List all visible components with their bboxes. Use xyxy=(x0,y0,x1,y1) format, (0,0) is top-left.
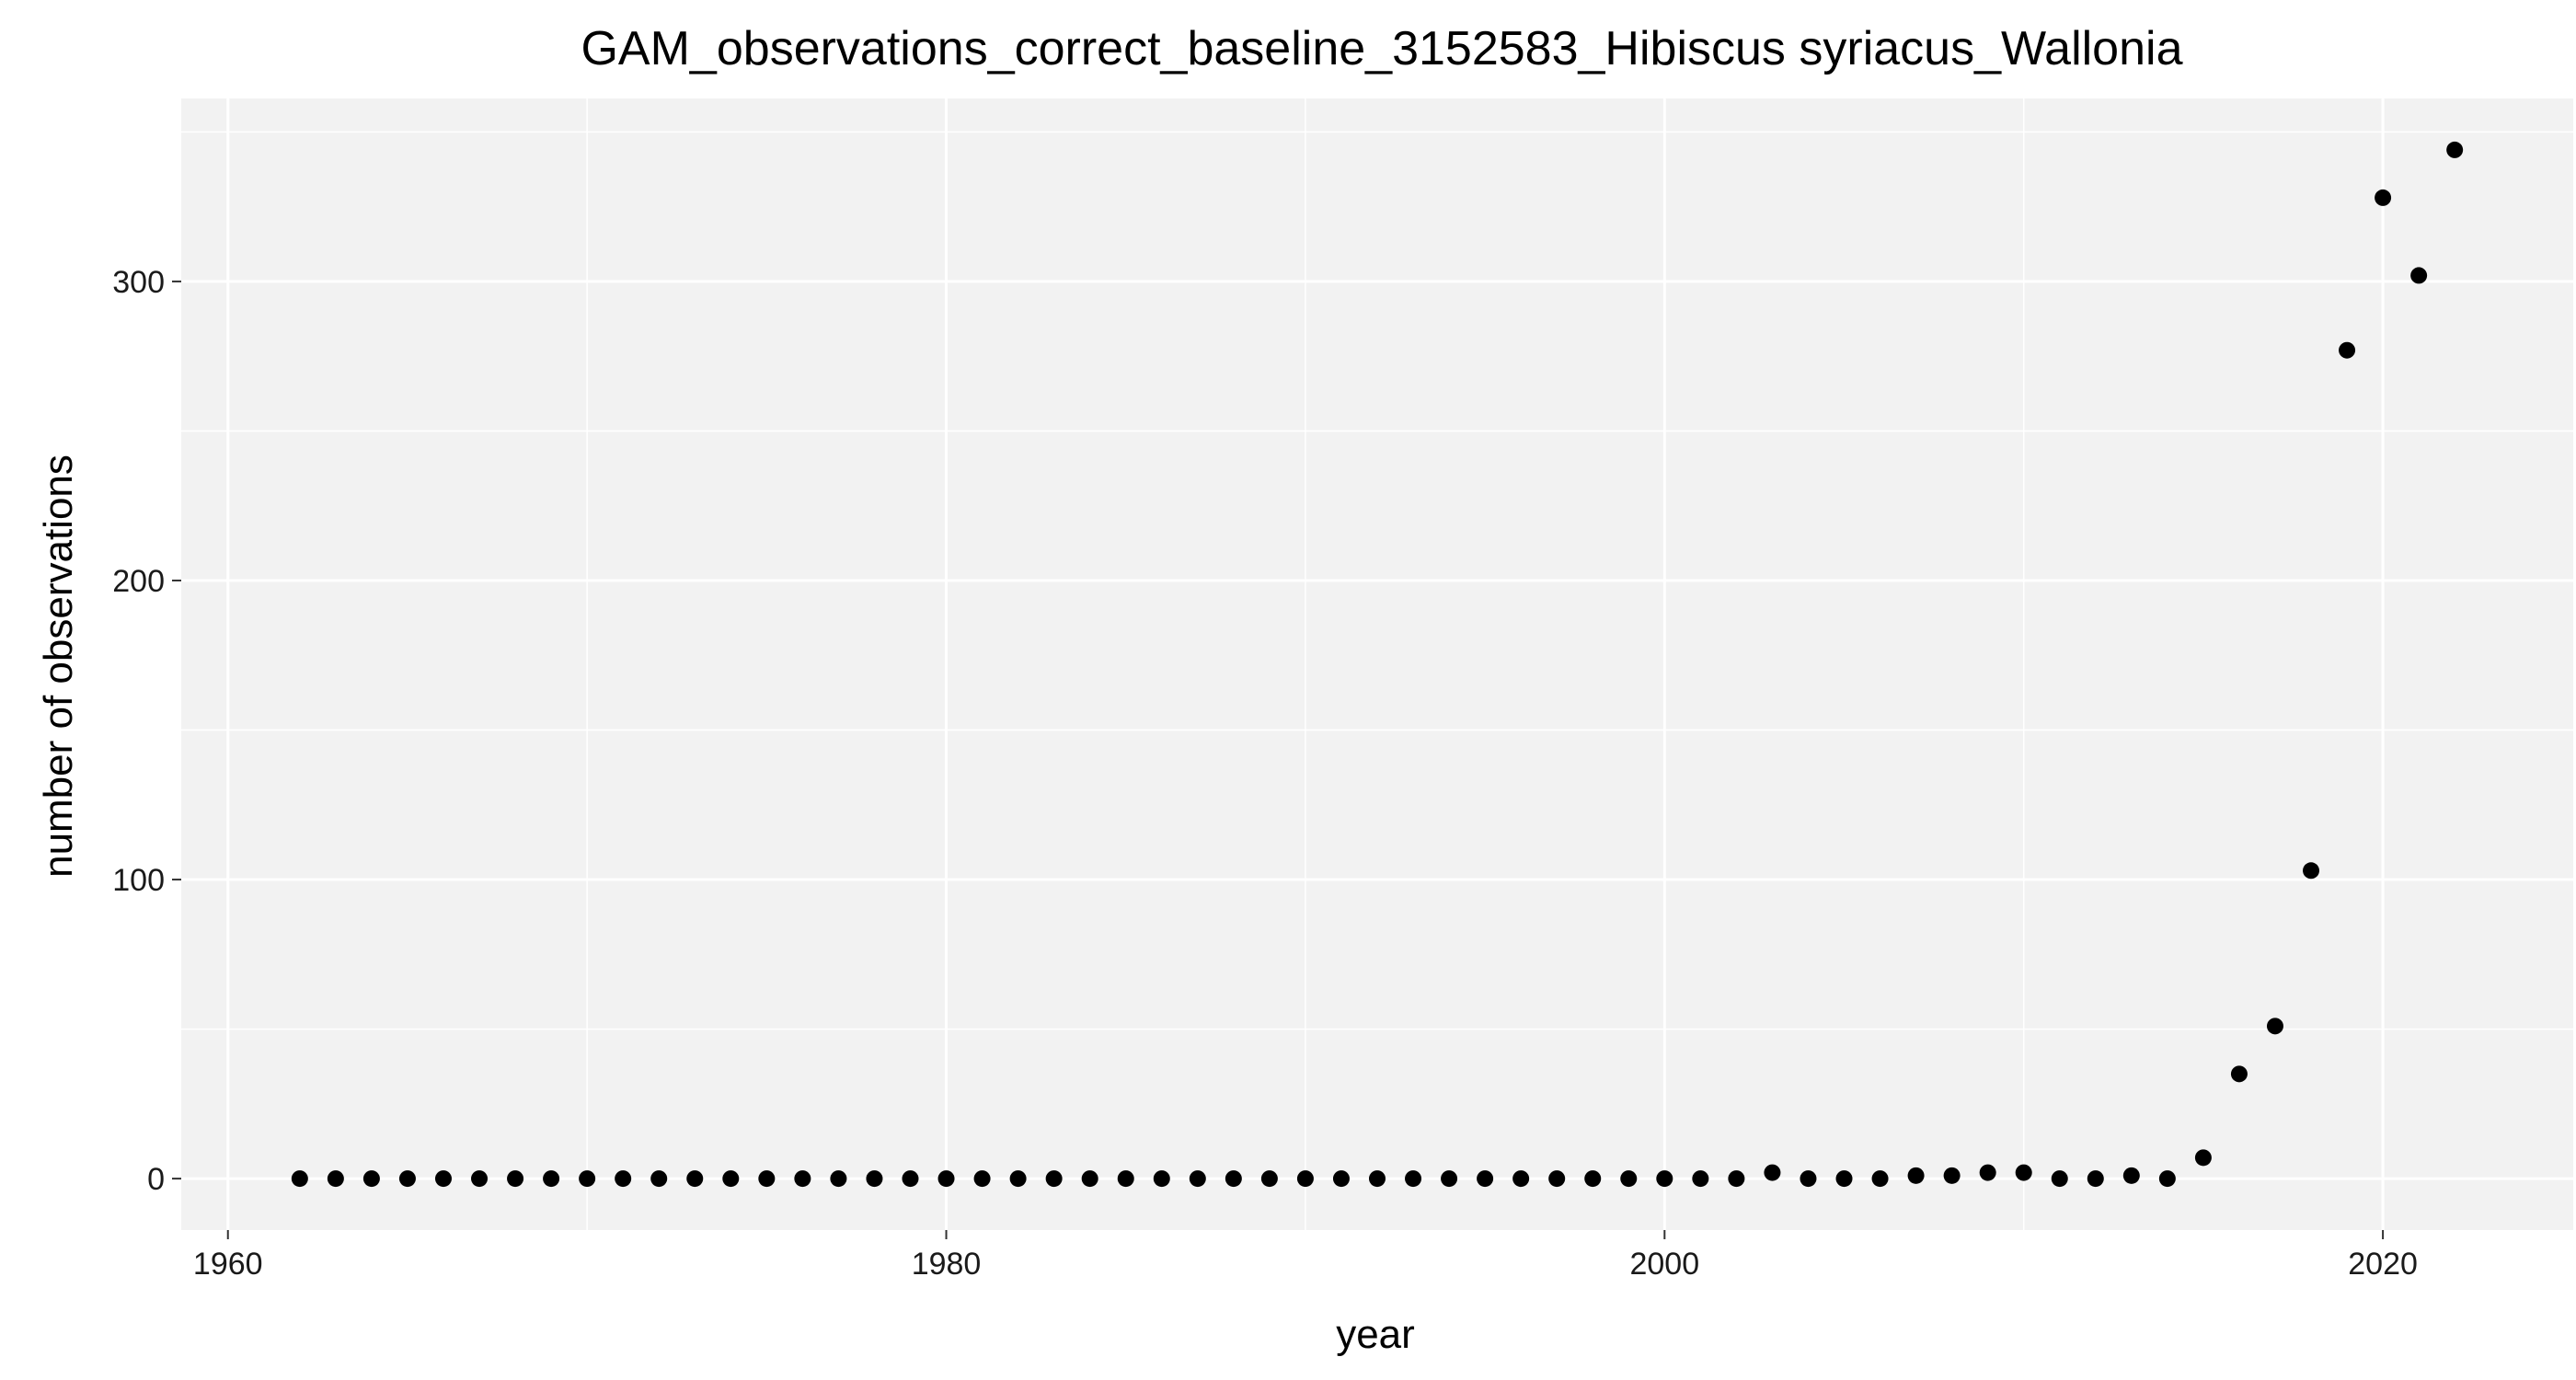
data-point xyxy=(1728,1170,1745,1188)
data-point xyxy=(291,1170,308,1188)
data-point xyxy=(758,1170,776,1188)
data-point xyxy=(2339,341,2356,359)
data-point xyxy=(1260,1170,1278,1188)
data-point xyxy=(902,1170,919,1188)
data-point xyxy=(543,1170,560,1188)
data-point xyxy=(1584,1170,1602,1188)
data-point xyxy=(1835,1170,1853,1188)
data-point xyxy=(1225,1170,1242,1188)
data-points xyxy=(291,141,2464,1188)
x-tick-label: 2020 xyxy=(2348,1247,2418,1282)
data-point xyxy=(2015,1164,2032,1181)
data-point xyxy=(1656,1170,1673,1188)
x-tick-label: 1980 xyxy=(912,1247,982,1282)
data-point xyxy=(1369,1170,1386,1188)
data-point xyxy=(1441,1170,1458,1188)
data-point xyxy=(1009,1170,1027,1188)
data-point xyxy=(507,1170,524,1188)
data-point xyxy=(1979,1164,1996,1181)
data-point xyxy=(1117,1170,1134,1188)
data-point xyxy=(1907,1167,1925,1184)
data-point xyxy=(937,1170,955,1188)
x-axis: 1960 1980 2000 2020 xyxy=(193,1230,2418,1282)
data-point xyxy=(398,1170,416,1188)
data-point xyxy=(2051,1170,2068,1188)
data-point xyxy=(2194,1149,2212,1167)
data-point xyxy=(2446,141,2464,158)
data-point xyxy=(2158,1170,2176,1188)
data-point xyxy=(2303,862,2320,880)
data-point xyxy=(2087,1170,2104,1188)
data-point xyxy=(830,1170,847,1188)
y-tick-label: 200 xyxy=(112,564,165,599)
x-axis-title: year xyxy=(1336,1312,1415,1357)
minor-gridlines xyxy=(181,98,2573,1230)
data-point xyxy=(434,1170,452,1188)
x-tick-label: 2000 xyxy=(1629,1247,1699,1282)
chart-title: GAM_observations_correct_baseline_315258… xyxy=(581,22,2182,75)
data-point xyxy=(579,1170,596,1188)
data-point xyxy=(686,1170,704,1188)
data-point xyxy=(973,1170,991,1188)
plot-panel xyxy=(181,98,2573,1230)
y-tick-label: 300 xyxy=(112,265,165,300)
data-point xyxy=(1081,1170,1098,1188)
data-point xyxy=(2266,1018,2283,1035)
data-point xyxy=(650,1170,668,1188)
data-point xyxy=(362,1170,380,1188)
data-point xyxy=(794,1170,811,1188)
y-axis-title: number of observations xyxy=(36,454,81,878)
data-point xyxy=(1405,1170,1422,1188)
data-point xyxy=(1153,1170,1170,1188)
y-tick-label: 100 xyxy=(112,863,165,898)
data-point xyxy=(1692,1170,1709,1188)
y-axis: 0 100 200 300 xyxy=(112,265,181,1197)
data-point xyxy=(1332,1170,1350,1188)
y-tick-label: 0 xyxy=(147,1162,165,1197)
data-point xyxy=(2230,1065,2248,1083)
data-point xyxy=(2375,189,2392,206)
data-point xyxy=(1800,1170,1817,1188)
data-point xyxy=(2122,1167,2140,1184)
data-point xyxy=(327,1170,344,1188)
data-point xyxy=(1189,1170,1206,1188)
data-point xyxy=(1871,1170,1889,1188)
x-tick-label: 1960 xyxy=(193,1247,263,1282)
data-point xyxy=(471,1170,489,1188)
data-point xyxy=(722,1170,740,1188)
data-point xyxy=(866,1170,883,1188)
data-point xyxy=(1943,1167,1961,1184)
data-point xyxy=(2410,267,2428,284)
data-point xyxy=(1477,1170,1494,1188)
data-point xyxy=(1512,1170,1530,1188)
data-point xyxy=(1620,1170,1638,1188)
data-point xyxy=(615,1170,632,1188)
data-point xyxy=(1296,1170,1314,1188)
data-point xyxy=(1548,1170,1566,1188)
data-point xyxy=(1045,1170,1063,1188)
data-point xyxy=(1764,1164,1781,1181)
